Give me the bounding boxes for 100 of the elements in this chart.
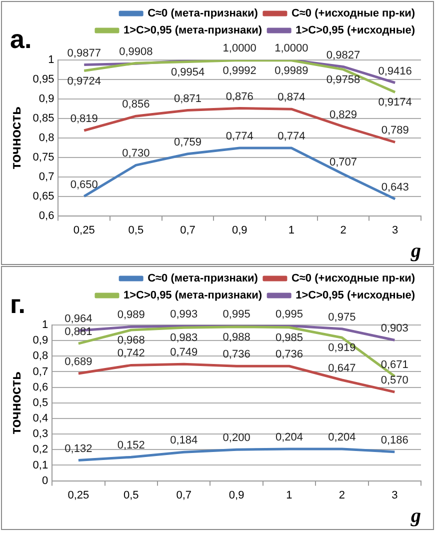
data-label: 0,200	[222, 432, 250, 444]
data-label: 0,707	[329, 156, 358, 169]
x-tick-label: 0,5	[123, 489, 139, 502]
legend-label: 1>C>0,95 (мета-признаки)	[123, 290, 262, 302]
data-label: 0,9989	[274, 64, 308, 77]
data-label: 0,204	[275, 432, 304, 444]
data-label: 0,643	[381, 182, 409, 194]
data-label: 0,983	[170, 332, 198, 344]
y-tick-label: 0,75	[32, 151, 54, 164]
data-label: 0,819	[70, 113, 98, 126]
x-tick-label: 0,7	[176, 489, 192, 502]
data-label: 0,903	[380, 322, 408, 335]
data-label: 0,736	[222, 348, 250, 361]
y-axis-title: точность	[7, 370, 24, 434]
data-label: 0,995	[275, 308, 304, 320]
data-label: 0,186	[380, 434, 408, 446]
y-tick-label: 0,3	[32, 428, 48, 440]
data-label: 0,856	[122, 98, 150, 111]
data-label: 0,152	[117, 440, 145, 452]
y-tick-label: 0,5	[32, 396, 48, 409]
data-label: 0,736	[275, 348, 304, 361]
data-label: 0,730	[122, 148, 150, 160]
y-tick-label: 0,85	[32, 112, 54, 124]
data-label: 0,689	[64, 356, 92, 368]
x-tick-label: 2	[340, 224, 346, 236]
data-label: 0,650	[70, 178, 98, 191]
x-axis-title: g	[410, 505, 421, 528]
data-label: 0,647	[328, 362, 356, 375]
y-tick-label: 0,95	[32, 74, 54, 86]
legend-label: 1>C>0,95 (+исходные)	[296, 290, 416, 302]
data-label: 0,964	[64, 313, 92, 326]
data-label: 1,0000	[222, 42, 256, 55]
data-label: 0,874	[278, 92, 306, 104]
data-label: 0,9416	[378, 65, 412, 78]
chart-title: а.	[10, 24, 32, 55]
data-label: 0,9992	[222, 64, 256, 77]
y-tick-label: 0,7	[32, 366, 48, 378]
data-label: 0,671	[380, 358, 408, 371]
x-tick-label: 0,9	[228, 489, 244, 502]
legend-label: C≈0 (мета-признаки)	[148, 272, 258, 285]
data-label: 0,9877	[67, 47, 101, 60]
data-label: 0,774	[226, 130, 254, 143]
x-tick-label: 3	[392, 489, 398, 502]
legend-label: C≈0 (мета-признаки)	[148, 8, 258, 20]
y-tick-label: 0	[42, 474, 48, 487]
data-label: 0,9827	[326, 49, 360, 62]
y-tick-label: 0,6	[32, 381, 48, 394]
data-label: 0,132	[64, 442, 92, 455]
y-tick-label: 0,8	[38, 132, 54, 144]
y-tick-label: 0,7	[38, 170, 54, 183]
data-label: 1,0000	[274, 42, 308, 55]
x-tick-label: 0,25	[73, 224, 95, 236]
data-label: 0,919	[328, 342, 356, 354]
y-tick-label: 0,65	[32, 190, 54, 202]
data-label: 0,995	[222, 308, 250, 320]
data-label: 0,774	[278, 130, 306, 143]
x-tick-label: 0,9	[232, 224, 248, 236]
y-tick-label: 0,9	[38, 92, 54, 105]
legend-label: 1>C>0,95 (мета-признаки)	[123, 24, 262, 37]
data-label: 0,749	[170, 346, 198, 359]
data-label: 0,9724	[67, 75, 101, 88]
data-label: 0,742	[117, 348, 145, 360]
chart-title: г.	[10, 289, 26, 320]
y-tick-label: 0,4	[32, 412, 48, 425]
y-tick-label: 0,6	[38, 210, 54, 222]
y-tick-label: 1	[42, 319, 48, 332]
data-label: 0,204	[328, 432, 356, 444]
legend-label: C≈0 (+исходные пр-ки)	[291, 8, 416, 20]
legend-label: 1>C>0,95 (+исходные)	[296, 24, 416, 37]
data-label: 0,759	[174, 136, 202, 148]
x-tick-label: 0,5	[128, 224, 144, 236]
x-tick-label: 0,25	[68, 489, 90, 502]
y-tick-label: 0,2	[32, 444, 48, 456]
data-label: 0,989	[117, 309, 145, 322]
data-label: 0,184	[170, 434, 198, 447]
x-tick-label: 1	[286, 489, 292, 502]
legend-label: C≈0 (+исходные пр-ки)	[291, 272, 416, 285]
x-tick-label: 1	[288, 224, 294, 236]
data-label: 0,985	[275, 332, 304, 344]
data-label: 0,789	[381, 124, 409, 137]
x-axis-title: g	[410, 240, 421, 262]
x-tick-label: 0,7	[180, 224, 196, 236]
y-tick-label: 0,1	[32, 459, 48, 472]
data-label: 0,968	[117, 334, 145, 347]
y-tick-label: 0,9	[32, 334, 48, 347]
data-label: 0,9954	[170, 66, 205, 78]
y-tick-label: 0,8	[32, 350, 48, 362]
x-tick-label: 3	[392, 224, 398, 236]
data-label: 0,570	[380, 374, 408, 387]
data-label: 0,876	[226, 90, 254, 103]
y-tick-label: 1	[48, 54, 54, 66]
data-label: 0,988	[222, 331, 250, 344]
x-tick-label: 2	[338, 489, 346, 502]
data-label: 0,829	[329, 109, 358, 122]
data-label: 0,993	[170, 308, 198, 321]
data-label: 0,871	[174, 92, 202, 105]
data-label: 0,881	[64, 326, 92, 338]
y-axis-title: точность	[7, 106, 24, 170]
data-label: 0,9758	[326, 74, 360, 86]
data-label: 0,975	[328, 311, 356, 324]
